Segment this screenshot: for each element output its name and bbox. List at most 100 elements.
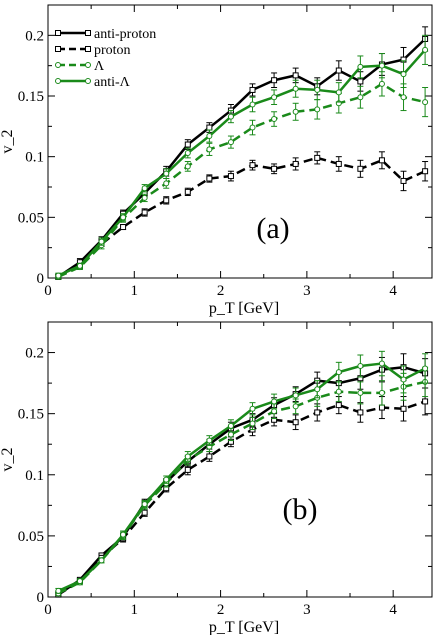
data-point [206,133,213,140]
data-point [227,422,234,429]
data-point [163,180,170,187]
x-axis-label: p_T [GeV] [209,619,279,635]
data-point [163,170,170,177]
data-point [314,154,321,161]
series-2 [55,71,429,280]
data-point [163,476,170,483]
x-tick-label: 3 [303,283,311,299]
data-point [141,501,148,508]
data-point [422,398,429,405]
data-point [378,404,385,411]
legend-label: anti-proton [94,27,156,42]
data-point [292,392,299,399]
data-point [227,113,234,120]
data-point [292,72,299,79]
legend-marker [85,62,91,68]
data-point [184,150,191,157]
data-point [422,168,429,175]
data-point [271,116,278,123]
data-point [184,466,191,473]
data-point [184,453,191,460]
data-point [314,86,321,93]
panel-a: 0 1 2 3 4 0 0.05 0.1 0.15 0.2 p_T [GeV] v_2 (a) anti-… [0,4,433,317]
data-point [335,369,342,376]
x-tick-label: 4 [389,602,397,618]
x-tick-label: 2 [217,602,225,618]
y-tick-label: 0 [37,271,45,287]
data-point [249,405,256,412]
data-point [206,124,213,131]
legend-marker [55,30,61,36]
data-point [378,389,385,396]
y-tick-label: 0.1 [25,150,44,166]
data-point [400,71,407,78]
data-point [141,185,148,192]
series-1 [55,387,429,598]
data-point [314,386,321,393]
data-point [120,224,127,231]
data-point [292,403,299,410]
y-tick-label: 0.15 [18,89,44,105]
data-point [141,509,148,516]
data-point [292,108,299,115]
data-point [422,99,429,106]
legend-marker [55,78,61,84]
data-point [141,194,148,201]
plot-frame [47,4,433,279]
legend-marker [85,30,91,36]
data-point [357,409,364,416]
data-point [141,209,148,216]
data-point [335,160,342,167]
data-point [400,177,407,184]
x-tick-label: 1 [131,602,139,618]
series-line [57,82,426,278]
data-point [378,62,385,69]
data-point [206,453,213,460]
x-tick-label: 0 [44,602,52,618]
data-point [357,94,364,101]
x-tick-label: 2 [217,283,225,299]
data-point [357,63,364,70]
data-point [249,86,256,93]
data-point [335,67,342,74]
data-point [227,173,234,180]
y-tick-label: 0.2 [25,28,44,44]
legend-marker [85,46,91,52]
legend-label: proton [94,43,131,58]
panel-label: (b) [283,493,318,526]
data-point [206,146,213,153]
plot-frame [47,321,433,598]
y-tick-label: 0.15 [18,407,44,423]
y-tick-label: 0.2 [25,346,44,362]
data-point [120,214,127,221]
series-line [57,365,426,596]
data-point [98,557,105,564]
data-point [335,402,342,409]
series-line [57,400,426,596]
panel-b: 0 1 2 3 4 0 0.05 0.1 0.15 0.2 p_T [GeV] v_2 (b) [0,321,433,635]
y-tick-label: 0.05 [18,210,44,226]
data-point [292,160,299,167]
series-0 [55,26,429,280]
data-point [422,46,429,53]
data-point [206,175,213,182]
data-point [271,408,278,415]
data-point [357,78,364,85]
data-point [400,376,407,383]
data-point [55,587,62,594]
series-1 [55,151,429,280]
data-point [271,165,278,172]
series-line [57,38,426,278]
data-point [55,272,62,279]
data-point [271,94,278,101]
data-point [292,419,299,426]
data-point [249,101,256,108]
legend-label: Λ [94,59,105,74]
data-point [378,80,385,87]
data-point [249,162,256,169]
legend-marker [55,62,61,68]
data-point [120,531,127,538]
legend-marker [85,78,91,84]
data-point [378,157,385,164]
